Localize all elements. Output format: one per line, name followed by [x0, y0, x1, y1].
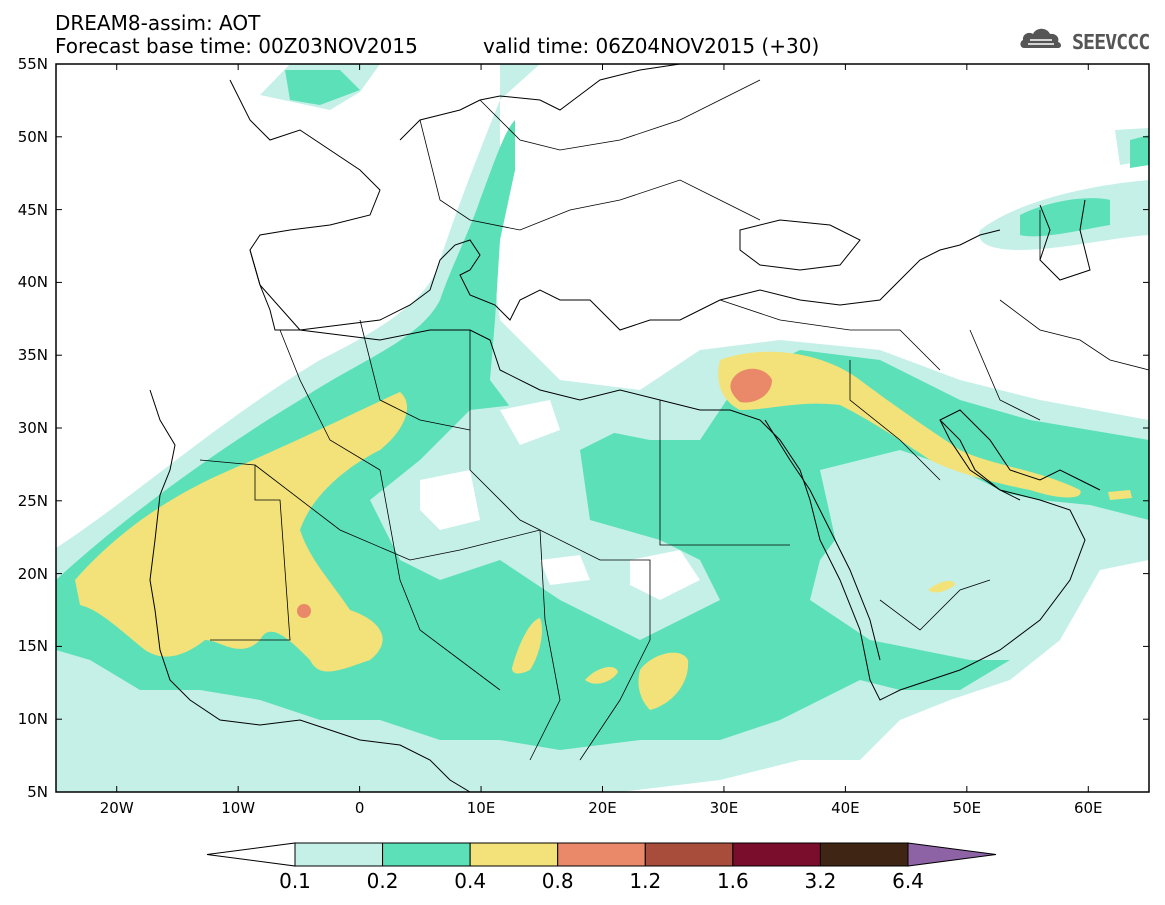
lat-label: 40N: [17, 273, 48, 292]
colorbar: [206, 842, 997, 867]
border-2: [254, 464, 651, 640]
colorbar-box: [732, 842, 821, 867]
border-13: [479, 79, 761, 151]
border-11: [879, 579, 991, 631]
coastline-blacksea: [739, 219, 861, 271]
map-title: DREAM8-assim: AOT: [55, 11, 261, 35]
colorbar-label: 6.4: [892, 869, 924, 893]
borders: [199, 79, 1149, 761]
lon-label: 20W: [99, 799, 134, 817]
lat-label: 45N: [17, 200, 48, 219]
aot-white-4: [500, 400, 560, 445]
colorbar-box: [819, 842, 909, 867]
aot-contour-0.4a: [75, 392, 408, 672]
colorbar-box: [469, 842, 559, 867]
cloud-logo-icon: [1020, 28, 1061, 48]
aot-white-2: [630, 550, 700, 600]
lat-label: 35N: [17, 346, 48, 365]
border-4: [659, 400, 790, 546]
aot-white-3: [540, 555, 590, 585]
lat-label: 30N: [17, 419, 48, 437]
colorbar-over-triangle: [907, 842, 997, 867]
coastline-north: [399, 64, 681, 141]
colorbar-under-triangle: [206, 842, 296, 867]
logo-text: SEEVCCC: [1072, 30, 1150, 54]
colorbar-label: 1.2: [629, 869, 662, 893]
aot-contour-0.4g: [1108, 490, 1132, 500]
coastline-europe: [229, 79, 1001, 331]
border-16: [969, 329, 1041, 421]
lon-label: 0: [354, 799, 365, 817]
colorbar-label: 0.8: [541, 869, 574, 893]
colorbar-box: [294, 842, 384, 867]
aot-field: [56, 64, 1149, 792]
aot-contour-0.2d: [285, 70, 360, 105]
aot-contour-0.4b: [718, 351, 1081, 498]
border-15: [999, 299, 1149, 371]
border-7: [359, 319, 471, 431]
aot-contour-0.4e: [585, 666, 618, 684]
lon-label: 40E: [831, 799, 860, 817]
lat-label: 5N: [27, 783, 48, 801]
border-10: [849, 360, 941, 481]
lat-label: 25N: [17, 491, 48, 510]
valid-time: valid time: 06Z04NOV2015 (+30): [483, 34, 820, 58]
border-5: [529, 529, 561, 761]
lat-label: 20N: [17, 564, 48, 583]
colorbar-label: 0.2: [366, 869, 399, 893]
lon-label: 10E: [466, 799, 496, 817]
border-9: [719, 299, 941, 371]
colorbar-box: [644, 842, 734, 867]
lon-label: 20E: [588, 799, 617, 817]
lat-label: 15N: [17, 637, 48, 656]
border-6: [579, 639, 651, 761]
lon-label: 30E: [709, 799, 739, 817]
coastline-africa: [149, 389, 471, 792]
lon-label: 10W: [221, 799, 256, 817]
colorbar-box: [382, 842, 471, 867]
lat-label: 55N: [17, 55, 48, 73]
lon-label: 50E: [952, 799, 982, 817]
aot-contour-0.8a: [730, 368, 772, 403]
colorbar-label: 0.1: [279, 869, 311, 893]
aot-contour-0.4c: [512, 618, 542, 674]
lat-label: 50N: [17, 127, 48, 146]
border-12: [419, 119, 761, 231]
axis-ticks: [56, 63, 1149, 793]
border-17: [379, 469, 501, 691]
coastlines: [149, 64, 1101, 792]
aot-white-1: [420, 470, 480, 530]
lon-label: 60E: [1073, 799, 1103, 817]
aot-contour-0.4d: [638, 652, 689, 710]
border-1: [199, 459, 291, 641]
colorbar-label: 0.4: [454, 869, 487, 893]
forecast-base-time: Forecast base time: 00Z03NOV2015: [55, 34, 418, 58]
lat-label: 10N: [17, 710, 48, 729]
colorbar-label: 1.6: [716, 869, 749, 893]
border-3: [469, 330, 541, 531]
aot-contour-0.4f: [928, 580, 955, 593]
aot-contour-0.8b: [297, 604, 311, 618]
coastline-redsea: [764, 419, 881, 661]
aot-contour-0.2c: [1130, 135, 1149, 168]
colorbar-label: 3.2: [804, 869, 837, 893]
aot-hole-2: [820, 450, 1090, 640]
coastline-caspian: [1039, 199, 1091, 281]
coastline-gulf: [939, 419, 1021, 501]
border-8: [279, 329, 381, 471]
colorbar-box: [557, 842, 646, 867]
aot-contour-0.2b: [1020, 198, 1110, 237]
